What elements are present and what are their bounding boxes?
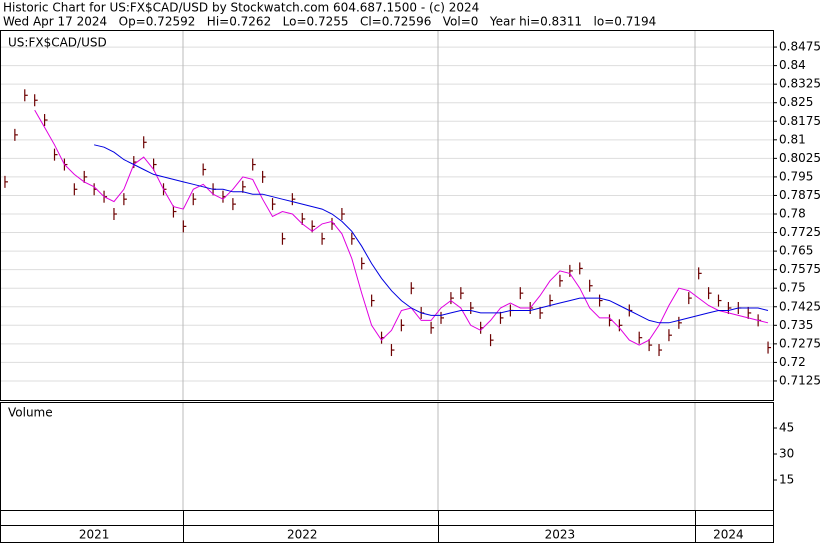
price-bar (747, 306, 752, 319)
price-bar (281, 232, 286, 245)
price-bar (192, 193, 197, 206)
y-tick-label: 0.75 (779, 281, 806, 295)
price-bar (440, 311, 445, 324)
price-bar (549, 294, 554, 307)
price-bar (341, 208, 345, 221)
price-bar (499, 311, 504, 324)
price-bar (24, 89, 28, 102)
y-tick-label: 0.81 (779, 132, 806, 146)
price-bar (539, 306, 544, 319)
y-tick-label: 0.78 (779, 207, 806, 221)
chart-title: Historic Chart for US:FX$CAD/USD by Stoc… (3, 1, 479, 15)
price-bar (648, 339, 653, 352)
price-bar (252, 158, 256, 171)
price-bar (113, 208, 117, 221)
price-bar (698, 267, 702, 280)
y-tick-label: 45 (779, 421, 794, 435)
price-bar (489, 334, 494, 347)
price-bar (182, 220, 187, 233)
y-tick-label: 0.7725 (779, 225, 821, 239)
moving-average-line (93, 144, 769, 324)
price-bar (361, 257, 365, 270)
y-tick-label: 0.8475 (779, 40, 821, 54)
x-tick-label: 2024 (713, 528, 744, 542)
price-bar (262, 170, 266, 183)
moving-average-line (34, 109, 769, 346)
price-bar (598, 294, 603, 307)
y-tick-label: 0.8025 (779, 151, 821, 165)
price-bar (450, 292, 454, 305)
y-tick-label: 0.765 (779, 244, 813, 258)
x-tick-label: 2022 (287, 528, 318, 542)
price-bar (73, 183, 78, 196)
price-bar (569, 264, 573, 277)
price-bar (579, 262, 583, 275)
y-tick-label: 0.735 (779, 318, 813, 332)
time-axis (0, 510, 774, 543)
price-bar (430, 321, 435, 334)
y-tick-label: 0.84 (779, 58, 806, 72)
price-bar (371, 294, 375, 307)
x-tick-label: 2021 (79, 528, 110, 542)
price-bar (638, 331, 643, 344)
symbol-label: US:FX$CAD/USD (8, 36, 107, 50)
price-bar (717, 294, 722, 307)
price-bar (143, 136, 147, 149)
y-tick-label: 0.8325 (779, 77, 821, 91)
y-tick-label: 30 (779, 447, 794, 461)
price-bar (4, 175, 8, 188)
price-bar (291, 193, 296, 206)
y-tick-label: 0.825 (779, 95, 813, 109)
price-bar (34, 94, 38, 107)
price-bar (390, 344, 395, 357)
price-bar (678, 316, 682, 329)
y-tick-label: 0.7575 (779, 262, 821, 276)
y-tick-label: 0.8175 (779, 114, 821, 128)
price-bar (123, 193, 127, 206)
price-bar (311, 220, 316, 233)
y-tick-label: 0.7275 (779, 336, 821, 350)
volume-panel (0, 402, 774, 511)
grid (0, 46, 773, 382)
price-bar (618, 319, 623, 332)
y-tick-label: 0.795 (779, 169, 813, 183)
price-bar (658, 344, 663, 357)
y-tick-label: 15 (779, 473, 794, 487)
y-tick-label: 0.7125 (779, 373, 821, 387)
price-bar (321, 232, 326, 245)
price-bar (519, 287, 524, 300)
price-bar (14, 128, 18, 141)
price-bar (410, 282, 415, 295)
price-bar (53, 148, 58, 161)
price-bar (172, 205, 177, 218)
price-bar (559, 274, 563, 287)
y-tick-label: 0.7875 (779, 188, 821, 202)
price-bar (688, 292, 692, 305)
price-bar (232, 198, 236, 211)
price-bar (351, 232, 355, 245)
price-bar (43, 114, 48, 127)
price-bar (460, 287, 464, 300)
price-bar (202, 163, 207, 176)
y-tick-label: 0.7425 (779, 299, 821, 313)
price-bar (83, 170, 88, 183)
price-bar (470, 301, 474, 314)
price-bar (400, 319, 405, 332)
x-tick-label: 2023 (545, 528, 576, 542)
volume-label: Volume (8, 406, 53, 420)
chart-subtitle: Wed Apr 17 2024 Op=0.72592 Hi=0.7262 Lo=… (3, 15, 656, 29)
y-tick-label: 0.72 (779, 355, 806, 369)
price-bar (242, 180, 246, 193)
price-bar (589, 279, 593, 292)
price-bar (767, 341, 772, 354)
price-bar (301, 212, 306, 225)
price-bar (727, 301, 732, 314)
price-bar (707, 287, 712, 300)
price-bar (153, 158, 157, 171)
price-panel (0, 30, 774, 401)
price-bar (271, 198, 276, 211)
price-bar (668, 329, 672, 342)
